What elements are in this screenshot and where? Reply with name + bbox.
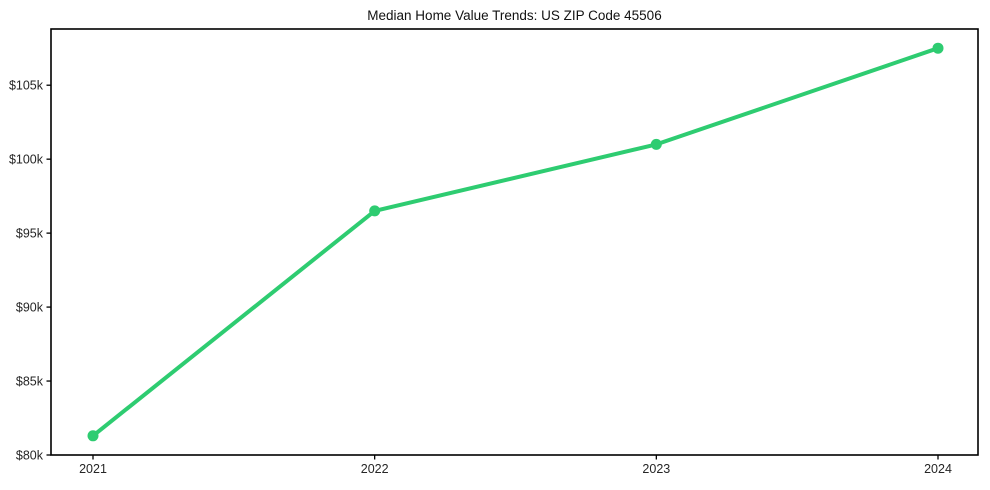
data-point-2024	[932, 42, 944, 54]
y-tick-label: $95k	[16, 227, 44, 241]
plot-border	[50, 28, 979, 456]
y-tick-label: $90k	[16, 300, 44, 314]
x-tick-label: 2023	[642, 462, 670, 476]
trend-line	[91, 46, 940, 438]
y-tick-label: $100k	[9, 153, 44, 167]
chart-title: Median Home Value Trends: US ZIP Code 45…	[367, 8, 662, 23]
data-point-2022	[369, 205, 381, 217]
x-tick-label: 2022	[361, 462, 389, 476]
x-tick-label: 2021	[79, 462, 107, 476]
data-point-2023	[650, 138, 662, 150]
x-tick-label: 2024	[924, 462, 952, 476]
y-tick-label: $85k	[16, 374, 44, 388]
y-tick-label: $105k	[9, 79, 44, 93]
y-tick-label: $80k	[16, 448, 44, 462]
data-point-2021	[87, 430, 99, 442]
